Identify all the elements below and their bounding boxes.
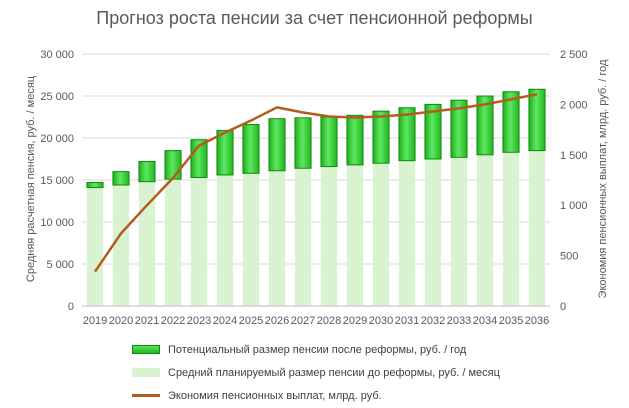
x-tick-label: 2036 xyxy=(525,315,549,327)
chart-title: Прогноз роста пенсии за счет пенсионной … xyxy=(96,8,533,28)
x-axis: 2019 2020 2021 2022 2023 2024 2025 2026 2027 2028… xyxy=(82,305,550,327)
increase-bar xyxy=(294,117,312,169)
y-axis-label: Средняя расчетная пенсия, руб. / месяц xyxy=(25,75,37,282)
x-tick-label: 2025 xyxy=(239,315,263,327)
increase-bar xyxy=(320,116,338,168)
y2-tick-label: 500 xyxy=(560,251,578,263)
increase-bar xyxy=(346,114,364,166)
savings-line xyxy=(93,93,538,273)
y-tick-label: 10 000 xyxy=(40,217,74,229)
increase-bar xyxy=(216,129,234,176)
y2-tick-label: 2 000 xyxy=(560,99,588,111)
x-tick-label: 2031 xyxy=(395,315,419,327)
x-tick-label: 2026 xyxy=(265,315,289,327)
savings-line-group xyxy=(93,93,538,273)
base-bar xyxy=(450,157,468,306)
base-bar xyxy=(346,164,364,306)
y-tick-label: 30 000 xyxy=(40,49,74,61)
base-bar xyxy=(268,170,286,306)
x-tick-label: 2030 xyxy=(369,315,393,327)
legend-swatch-increase xyxy=(132,345,160,354)
increase-bar xyxy=(502,91,520,153)
x-tick-label: 2028 xyxy=(317,315,341,327)
x-tick-label: 2023 xyxy=(187,315,211,327)
base-bars xyxy=(86,150,546,306)
increase-bar xyxy=(242,124,260,174)
x-tick-label: 2029 xyxy=(343,315,367,327)
base-bar xyxy=(138,181,156,306)
increase-bar xyxy=(450,99,468,158)
x-tick-label: 2024 xyxy=(213,315,237,327)
y-tick-label: 15 000 xyxy=(40,175,74,187)
increase-bar xyxy=(86,182,104,189)
base-bar xyxy=(190,177,208,306)
base-bar xyxy=(164,179,182,306)
y-tick-label: 20 000 xyxy=(40,133,74,145)
y-tick-label: 25 000 xyxy=(40,91,74,103)
legend-label-increase: Потенциальный размер пенсии после реформ… xyxy=(168,343,467,356)
y-tick-label: 5 000 xyxy=(46,259,74,271)
x-tick-label: 2020 xyxy=(109,315,133,327)
x-tick-label: 2034 xyxy=(473,315,497,327)
y2-tick-label: 1 500 xyxy=(560,150,588,162)
increase-bar xyxy=(372,110,390,164)
x-tick-label: 2035 xyxy=(499,315,523,327)
y-tick-label: 0 xyxy=(68,301,74,313)
x-tick-label: 2033 xyxy=(447,315,471,327)
base-bar xyxy=(216,174,234,306)
legend-item-base: Средний планируемый размер пенсии до реф… xyxy=(132,361,602,384)
x-tick-label: 2021 xyxy=(135,315,159,327)
legend: Потенциальный размер пенсии после реформ… xyxy=(132,338,602,407)
base-bar xyxy=(242,173,260,306)
x-tick-label: 2019 xyxy=(83,315,107,327)
base-bar xyxy=(502,152,520,306)
increase-bars xyxy=(86,88,546,189)
base-bar xyxy=(372,163,390,306)
base-bar xyxy=(112,185,130,306)
increase-bar xyxy=(112,171,130,186)
right-axis: 0 500 1 000 1 500 2 000 2 500 xyxy=(560,49,588,313)
base-bar xyxy=(86,187,104,306)
base-bar xyxy=(320,166,338,306)
legend-swatch-savings xyxy=(132,394,160,397)
legend-item-increase: Потенциальный размер пенсии после реформ… xyxy=(132,338,602,361)
increase-bar xyxy=(398,107,416,162)
base-bar xyxy=(528,150,546,306)
x-tick-label: 2032 xyxy=(421,315,445,327)
legend-swatch-base xyxy=(132,368,160,377)
y2-tick-label: 2 500 xyxy=(560,49,588,61)
increase-bar xyxy=(424,103,442,160)
increase-bar xyxy=(528,88,546,152)
base-bar xyxy=(398,160,416,306)
base-bar xyxy=(294,168,312,306)
y2-tick-label: 1 000 xyxy=(560,200,588,212)
legend-label-savings: Экономия пенсионных выплат, млрд. руб. xyxy=(168,389,382,402)
x-tick-label: 2027 xyxy=(291,315,315,327)
legend-item-savings: Экономия пенсионных выплат, млрд. руб. xyxy=(132,384,602,407)
increase-bar xyxy=(268,118,286,172)
base-bar xyxy=(424,159,442,306)
base-bar xyxy=(476,154,494,306)
increase-bar xyxy=(476,95,494,156)
y2-axis-label: Экономия пенсионных выплат, млрд. руб. /… xyxy=(597,59,609,298)
x-tick-label: 2022 xyxy=(161,315,185,327)
increase-bar xyxy=(164,150,182,180)
increase-bar xyxy=(138,161,156,183)
left-axis: 0 5 000 10 000 15 000 20 000 25 000 30 000 xyxy=(40,49,74,313)
y2-tick-label: 0 xyxy=(560,301,566,313)
legend-label-base: Средний планируемый размер пенсии до реф… xyxy=(168,366,500,379)
